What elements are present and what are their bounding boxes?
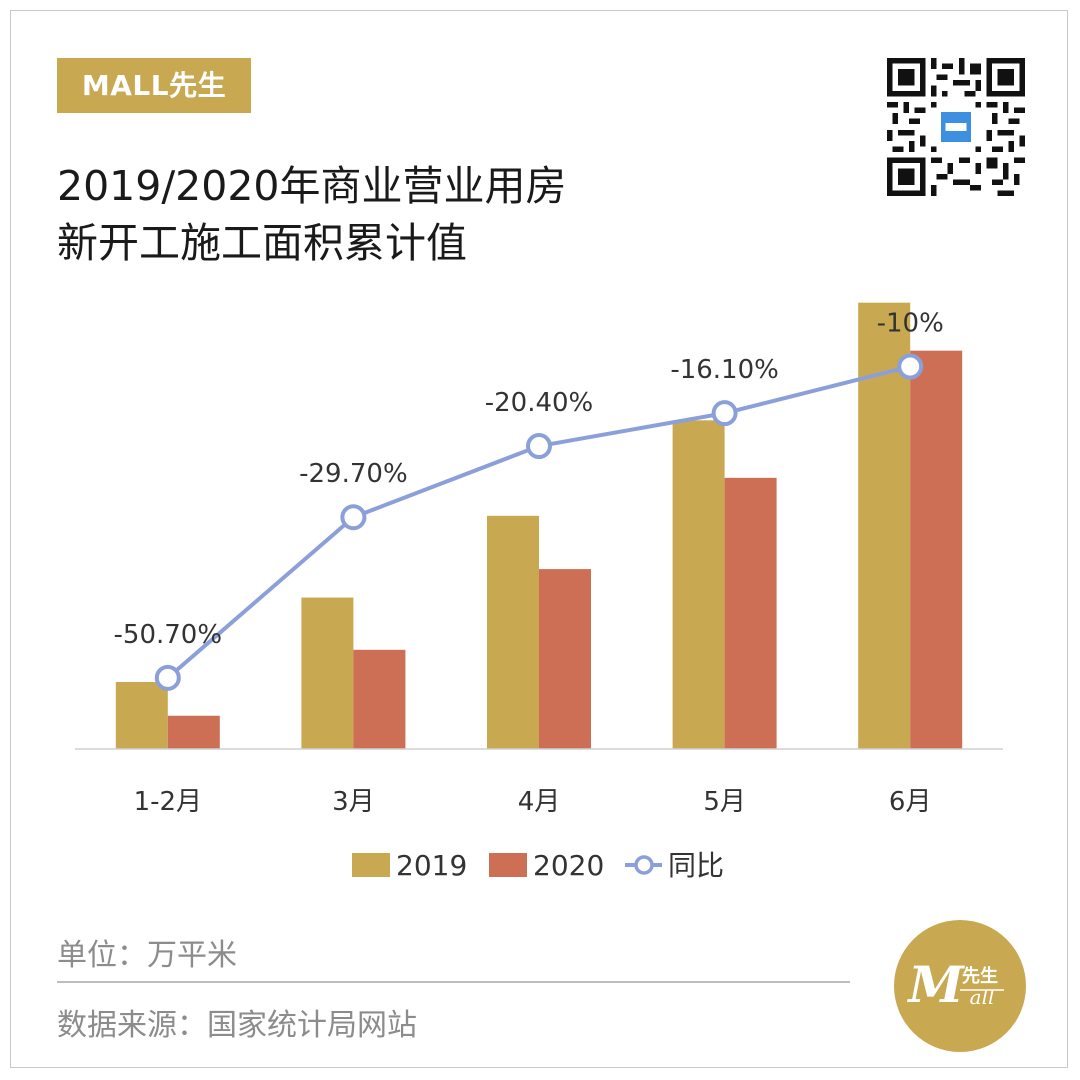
chart-title: 2019/2020年商业营业用房 新开工施工面积累计值 bbox=[57, 158, 817, 272]
footer-divider bbox=[57, 981, 850, 983]
brand-logo-mark: M 先生 all bbox=[906, 955, 1004, 1014]
brand-logo: M 先生 all bbox=[894, 920, 1026, 1052]
source-note: 数据来源：国家统计局网站 bbox=[57, 1008, 417, 1043]
unit-note: 单位：万平米 bbox=[57, 938, 237, 973]
logo-letter: M bbox=[906, 955, 965, 1014]
brand-tag: MALL先生 bbox=[57, 58, 251, 113]
chart-title-line2: 新开工施工面积累计值 bbox=[57, 219, 467, 267]
qr-code-icon bbox=[887, 58, 1025, 196]
logo-cn-text: 先生 bbox=[962, 965, 998, 987]
logo-sub-text: all bbox=[970, 985, 995, 1009]
chart-title-line1: 2019/2020年商业营业用房 bbox=[57, 162, 567, 210]
